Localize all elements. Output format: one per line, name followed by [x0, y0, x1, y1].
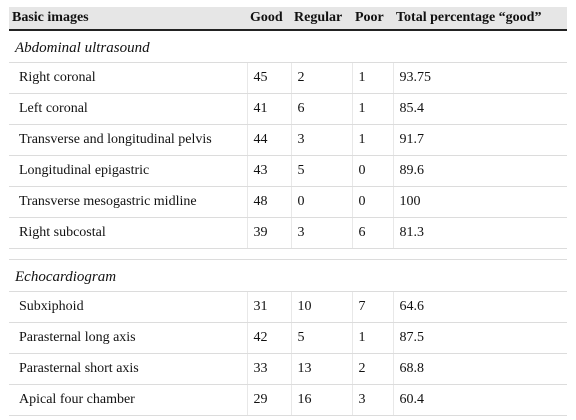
header-poor: Poor [352, 7, 393, 31]
section-title: Abdominal ultrasound [9, 30, 567, 63]
cell-image-name: Right coronal [9, 62, 248, 94]
cell-regular: 0 [291, 186, 353, 218]
header-regular: Regular [291, 7, 352, 31]
cell-image-name: Left coronal [9, 93, 248, 125]
header-row: Basic images Good Regular Poor Total per… [9, 7, 567, 31]
cell-total-percentage: 91.7 [393, 124, 567, 156]
table-row: Left coronal 41 6 1 85.4 [9, 93, 567, 125]
cell-good: 44 [247, 124, 292, 156]
cell-image-name: Parasternal short axis [9, 353, 248, 385]
cell-image-name: Right subcostal [9, 217, 248, 249]
cell-total-percentage: 68.8 [393, 353, 567, 385]
table-row: Transverse mesogastric midline 48 0 0 100 [9, 186, 567, 218]
cell-total-percentage: 100 [393, 186, 567, 218]
cell-poor: 0 [352, 155, 394, 187]
cell-poor: 3 [352, 384, 394, 416]
cell-regular: 5 [291, 155, 353, 187]
cell-image-name: Longitudinal epigastric [9, 155, 248, 187]
cell-image-name: Transverse and longitudinal pelvis [9, 124, 248, 156]
cell-poor: 7 [352, 291, 394, 323]
cell-total-percentage: 85.4 [393, 93, 567, 125]
cell-total-percentage: 89.6 [393, 155, 567, 187]
cell-poor: 1 [352, 322, 394, 354]
cell-good: 45 [247, 62, 292, 94]
section-header-row: Abdominal ultrasound [9, 30, 567, 63]
cell-poor: 1 [352, 124, 394, 156]
cell-regular: 13 [291, 353, 353, 385]
cell-good: 43 [247, 155, 292, 187]
table-row: Parasternal long axis 42 5 1 87.5 [9, 322, 567, 354]
cell-regular: 10 [291, 291, 353, 323]
table-row: Longitudinal epigastric 43 5 0 89.6 [9, 155, 567, 187]
cell-regular: 2 [291, 62, 353, 94]
cell-regular: 16 [291, 384, 353, 416]
cell-regular: 6 [291, 93, 353, 125]
section-header-row: Echocardiogram [9, 259, 567, 292]
table-row: Parasternal short axis 33 13 2 68.8 [9, 353, 567, 385]
cell-poor: 0 [352, 186, 394, 218]
cell-poor: 1 [352, 62, 394, 94]
cell-total-percentage: 64.6 [393, 291, 567, 323]
cell-poor: 1 [352, 93, 394, 125]
table-row: Right coronal 45 2 1 93.75 [9, 62, 567, 94]
header-total-percentage-good: Total percentage “good” [393, 7, 567, 31]
cell-good: 41 [247, 93, 292, 125]
cell-image-name: Apical four chamber [9, 384, 248, 416]
cell-regular: 5 [291, 322, 353, 354]
table-row: Right subcostal 39 3 6 81.3 [9, 217, 567, 249]
cell-good: 31 [247, 291, 292, 323]
cell-good: 48 [247, 186, 292, 218]
cell-regular: 3 [291, 124, 353, 156]
cell-poor: 6 [352, 217, 394, 249]
cell-good: 42 [247, 322, 292, 354]
cell-total-percentage: 93.75 [393, 62, 567, 94]
table-row: Subxiphoid 31 10 7 64.6 [9, 291, 567, 323]
table-row: Apical four chamber 29 16 3 60.4 [9, 384, 567, 416]
image-quality-table: Basic images Good Regular Poor Total per… [9, 7, 567, 416]
cell-regular: 3 [291, 217, 353, 249]
spacer-cell [9, 248, 567, 260]
cell-total-percentage: 81.3 [393, 217, 567, 249]
cell-image-name: Subxiphoid [9, 291, 248, 323]
header-basic-images: Basic images [9, 7, 247, 31]
cell-image-name: Parasternal long axis [9, 322, 248, 354]
cell-total-percentage: 87.5 [393, 322, 567, 354]
section-spacer [9, 248, 567, 260]
cell-poor: 2 [352, 353, 394, 385]
section-title: Echocardiogram [9, 259, 567, 292]
cell-total-percentage: 60.4 [393, 384, 567, 416]
cell-good: 33 [247, 353, 292, 385]
cell-good: 39 [247, 217, 292, 249]
table-body: Abdominal ultrasound Right coronal 45 2 1 93.… [9, 30, 567, 416]
cell-image-name: Transverse mesogastric midline [9, 186, 248, 218]
table-row: Transverse and longitudinal pelvis 44 3 1 91… [9, 124, 567, 156]
header-good: Good [247, 7, 291, 31]
cell-good: 29 [247, 384, 292, 416]
